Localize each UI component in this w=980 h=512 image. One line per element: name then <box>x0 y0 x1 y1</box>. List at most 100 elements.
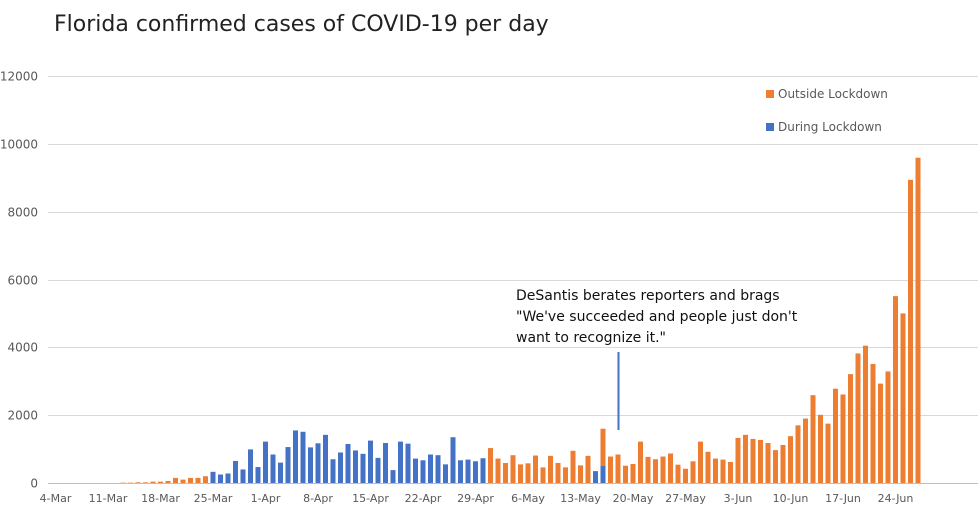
y-axis-ticks: 0 2000 4000 6000 8000 10000 12000 <box>0 70 38 491</box>
bar <box>233 460 238 483</box>
bar <box>165 480 171 483</box>
bar <box>885 371 891 483</box>
x-tick-label: 13-May <box>560 492 601 505</box>
bar <box>848 374 853 483</box>
bar <box>743 434 748 483</box>
bar <box>135 482 141 483</box>
bar <box>795 425 801 483</box>
x-tick-label: 6-May <box>511 492 545 505</box>
bar <box>315 443 321 483</box>
bar <box>855 353 861 483</box>
bar <box>360 453 366 483</box>
bar <box>630 464 636 483</box>
legend-label: Outside Lockdown <box>778 87 888 101</box>
bar <box>818 414 823 483</box>
bar <box>683 468 688 483</box>
bar <box>765 442 771 483</box>
bar <box>345 444 351 483</box>
y-tick-label: 8000 <box>7 206 38 220</box>
bar <box>810 395 816 483</box>
bar <box>788 436 793 483</box>
bar <box>713 458 718 483</box>
bar <box>188 477 193 483</box>
bar <box>308 447 313 483</box>
bar <box>803 418 808 483</box>
bar <box>195 477 201 483</box>
y-tick-label: 0 <box>30 477 38 491</box>
bar <box>338 452 343 483</box>
x-tick-label: 20-May <box>613 492 654 505</box>
bar <box>705 451 711 483</box>
bar <box>435 455 441 483</box>
bar <box>173 477 178 483</box>
bar <box>285 447 291 483</box>
bar <box>570 450 576 483</box>
bar <box>518 464 523 483</box>
bar <box>143 482 148 483</box>
chart-title: Florida confirmed cases of COVID-19 per … <box>54 12 549 37</box>
bar <box>150 481 156 483</box>
bar <box>495 458 501 483</box>
bar <box>473 461 478 483</box>
bar <box>908 179 913 484</box>
y-tick-label: 12000 <box>0 70 38 84</box>
bar <box>758 439 763 483</box>
legend: Outside Lockdown During Lockdown <box>766 87 888 134</box>
bar <box>608 456 613 483</box>
bar <box>465 459 471 483</box>
bar <box>218 474 223 483</box>
bar <box>870 363 876 483</box>
legend-label: During Lockdown <box>778 120 882 134</box>
bar <box>660 456 666 483</box>
x-tick-label: 24-Jun <box>878 492 914 505</box>
bar <box>488 448 493 483</box>
bar <box>248 449 253 483</box>
bar <box>383 442 388 483</box>
x-tick-label: 29-Apr <box>457 492 494 505</box>
bar <box>330 459 336 483</box>
x-tick-label: 17-Jun <box>825 492 861 505</box>
bar <box>578 465 583 483</box>
bar <box>458 460 463 483</box>
bar <box>893 296 898 483</box>
bar <box>353 450 358 483</box>
x-tick-label: 25-Mar <box>194 492 233 505</box>
gridlines <box>48 76 978 484</box>
x-tick-label: 1-Apr <box>251 492 281 505</box>
annotation-line-3: want to recognize it." <box>516 330 667 346</box>
bar <box>540 467 546 483</box>
bar <box>615 454 621 483</box>
x-tick-label: 11-Mar <box>89 492 128 505</box>
bar <box>180 479 186 483</box>
x-tick-label: 22-Apr <box>405 492 442 505</box>
bars <box>120 157 921 484</box>
bar <box>600 466 606 483</box>
x-tick-label: 10-Jun <box>773 492 809 505</box>
legend-swatch <box>766 90 774 98</box>
bar <box>638 441 643 483</box>
x-tick-label: 4-Mar <box>40 492 72 505</box>
bar <box>225 473 231 483</box>
bar <box>833 388 838 483</box>
bar <box>623 465 628 483</box>
bar <box>240 469 246 483</box>
bar <box>510 455 516 483</box>
bar <box>900 313 906 483</box>
bar <box>773 450 778 483</box>
x-tick-label: 27-May <box>665 492 706 505</box>
bar <box>863 345 868 483</box>
bar <box>420 460 426 483</box>
bar <box>840 394 846 483</box>
legend-swatch <box>766 123 774 131</box>
bar <box>323 434 328 483</box>
bar <box>600 428 606 483</box>
bar <box>915 157 921 484</box>
annotation-line-1: DeSantis berates reporters and brags <box>516 288 780 304</box>
y-tick-label: 6000 <box>7 274 38 288</box>
x-tick-label: 15-Apr <box>352 492 389 505</box>
bar <box>375 457 381 483</box>
bar <box>270 454 276 483</box>
bar <box>585 455 591 483</box>
